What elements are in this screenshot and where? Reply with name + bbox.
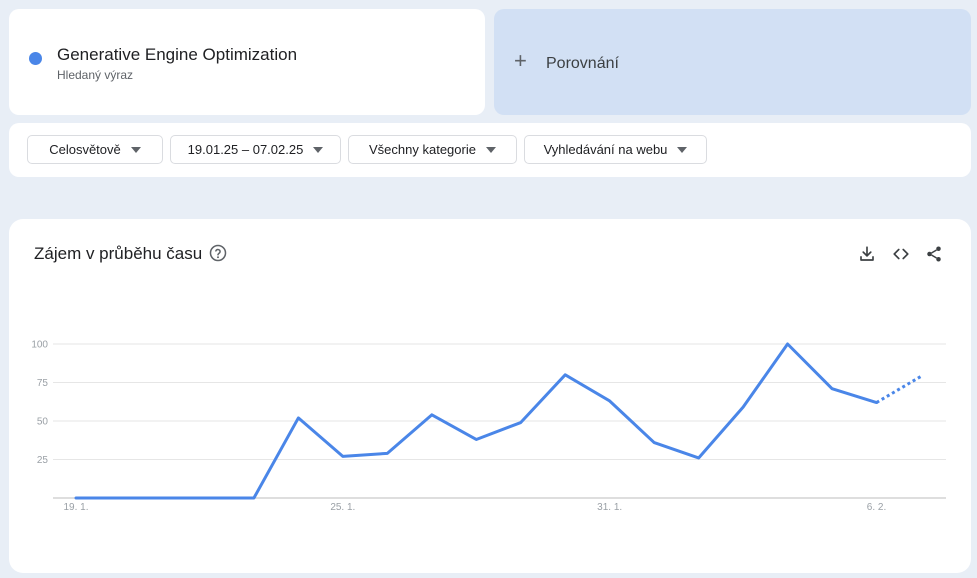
category-value: Všechny kategorie <box>369 142 476 157</box>
date-range-dropdown[interactable]: 19.01.25 – 07.02.25 <box>170 135 341 164</box>
data-point <box>786 342 790 346</box>
series-line <box>74 342 879 500</box>
caret-down-icon <box>677 146 688 153</box>
filter-bar: Celosvětově 19.01.25 – 07.02.25 Všechny … <box>9 123 971 177</box>
interest-line-chart: 25 50 75 100 19. 1. 25. 1. 31. 1. 6. 2. <box>31 340 946 513</box>
data-point <box>741 405 745 409</box>
x-tick-label: 31. 1. <box>597 502 622 513</box>
data-point <box>252 496 256 500</box>
data-point <box>875 401 879 405</box>
search-type-value: Vyhledávání na webu <box>543 142 668 157</box>
data-point <box>341 454 345 458</box>
data-point <box>385 451 389 455</box>
data-point <box>919 374 923 378</box>
caret-down-icon <box>313 146 324 153</box>
download-icon[interactable] <box>858 245 876 263</box>
chart-title: Zájem v průběhu času <box>34 244 203 263</box>
plus-icon: + <box>514 48 527 73</box>
y-tick-label: 50 <box>37 417 49 428</box>
data-point <box>207 496 211 500</box>
y-tick-label: 25 <box>37 455 49 466</box>
data-point <box>697 456 701 460</box>
data-point <box>474 437 478 441</box>
compare-label: Porovnání <box>546 55 619 72</box>
data-point <box>163 496 167 500</box>
series-color-dot <box>29 52 42 65</box>
embed-code-icon[interactable] <box>892 245 910 263</box>
data-point <box>652 441 656 445</box>
share-icon[interactable] <box>925 245 943 263</box>
caret-down-icon <box>130 146 141 153</box>
data-point <box>563 373 567 377</box>
data-point <box>74 496 78 500</box>
search-term-sublabel: Hledaný výraz <box>57 68 134 82</box>
caret-down-icon <box>485 146 496 153</box>
y-tick-label: 75 <box>37 378 49 389</box>
x-tick-label: 6. 2. <box>867 502 886 513</box>
search-type-dropdown[interactable]: Vyhledávání na webu <box>524 135 707 164</box>
region-dropdown[interactable]: Celosvětově <box>27 135 163 164</box>
search-term-card[interactable]: Generative Engine Optimization Hledaný v… <box>9 9 485 115</box>
x-tick-label: 25. 1. <box>330 502 355 513</box>
x-tick-label: 19. 1. <box>63 502 88 513</box>
data-point <box>296 416 300 420</box>
interest-over-time-card: Zájem v průběhu času 25 50 75 100 19. 1. 25. … <box>9 219 971 573</box>
data-point <box>118 496 122 500</box>
compare-button[interactable]: + Porovnání <box>494 9 971 115</box>
category-dropdown[interactable]: Všechny kategorie <box>348 135 517 164</box>
data-point <box>519 421 523 425</box>
help-circle-icon[interactable] <box>209 244 227 262</box>
region-value: Celosvětově <box>49 142 121 157</box>
date-range-value: 19.01.25 – 07.02.25 <box>187 142 304 157</box>
series-line-partial <box>875 375 922 404</box>
search-term-label: Generative Engine Optimization <box>57 45 298 64</box>
data-point <box>608 399 612 403</box>
data-point <box>830 387 834 391</box>
data-point <box>430 413 434 417</box>
y-tick-label: 100 <box>31 340 48 351</box>
